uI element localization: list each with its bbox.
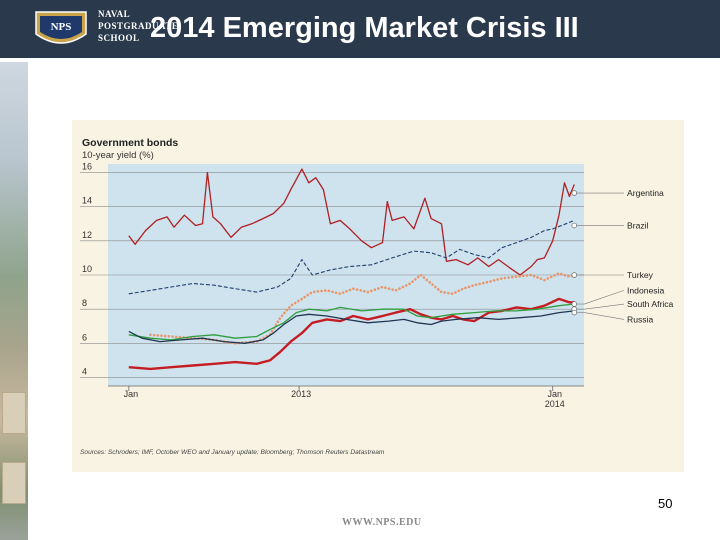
- chart-panel: Government bonds 10-year yield (%) 4 6 8 10…: [72, 120, 684, 472]
- header-divider: [0, 58, 720, 62]
- school-name: NAVAL POSTGRADUATE SCHOOL: [98, 8, 178, 44]
- legend-marker: [571, 190, 578, 196]
- y-tick-label: 12: [82, 230, 92, 240]
- footer-url: WWW.NPS.EDU: [342, 517, 422, 528]
- series-line-indonesia: [128, 297, 575, 371]
- y-tick-label: 10: [82, 264, 92, 274]
- chart-source: Sources: Schroders; IMF, October WEO and…: [80, 449, 385, 456]
- y-tick-label: 4: [82, 366, 87, 376]
- slide-header: NPS NAVAL POSTGRADUATE SCHOOL 2014 Emerg…: [0, 0, 720, 62]
- legend-leader: [584, 290, 625, 305]
- legend-marker: [571, 222, 578, 229]
- y-tick-label: 16: [82, 162, 92, 172]
- series-line-south-africa: [128, 303, 575, 341]
- legend-label-turkey: Turkey: [627, 270, 654, 280]
- chart-subtitle: 10-year yield (%): [82, 150, 154, 161]
- legend-marker: [571, 301, 578, 307]
- legend-marker: [571, 309, 578, 316]
- y-tick-label: 8: [82, 298, 87, 308]
- logo-text: NPS: [51, 21, 72, 33]
- nps-crest-logo: NPS: [35, 11, 87, 44]
- legend-label-russia: Russia: [627, 314, 653, 324]
- x-tick-label: Jan: [124, 389, 139, 399]
- legend-label-brazil: Brazil: [627, 220, 649, 230]
- campus-photo-strip: [0, 62, 28, 540]
- y-tick-label: 6: [82, 332, 87, 342]
- legend-label-south-africa: South Africa: [627, 299, 674, 309]
- building-shape: [2, 462, 26, 504]
- legend-label-argentina: Argentina: [627, 188, 664, 198]
- series-line-russia: [128, 310, 575, 344]
- x-tick-label: Jan: [547, 389, 562, 399]
- chart-title: Government bonds: [82, 137, 178, 149]
- x-tick-label: 2013: [291, 389, 311, 399]
- series-line-turkey: [149, 272, 576, 345]
- bond-yield-chart: Government bonds 10-year yield (%) 4 6 8 10…: [80, 137, 674, 456]
- legend-leader: [584, 303, 625, 310]
- school-line-3: SCHOOL: [98, 33, 140, 43]
- slide-title: 2014 Emerging Market Crisis III: [150, 12, 579, 44]
- page-number: 50: [658, 496, 673, 511]
- legend-label-indonesia: Indonesia: [627, 285, 664, 295]
- building-shape: [2, 392, 26, 434]
- series-line-argentina: [128, 168, 575, 276]
- school-line-1: NAVAL: [98, 9, 131, 19]
- x-tick-label-year: 2014: [545, 399, 565, 409]
- legend-leader: [584, 312, 625, 320]
- legend-marker: [571, 272, 578, 278]
- school-line-2: POSTGRADUATE: [98, 21, 179, 31]
- series-line-brazil: [128, 219, 575, 295]
- y-tick-label: 14: [82, 196, 92, 206]
